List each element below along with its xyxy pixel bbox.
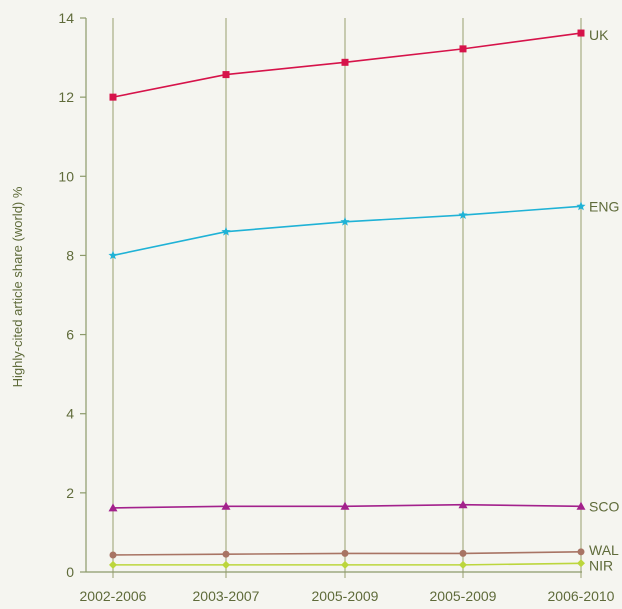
grid-lines [112, 18, 582, 578]
data-point-nir [341, 560, 349, 569]
y-tick-label: 6 [66, 327, 74, 343]
data-point-uk [459, 45, 467, 53]
data-point-eng [108, 250, 118, 260]
y-tick-label: 4 [66, 406, 74, 422]
data-point-nir [459, 560, 467, 569]
series-eng [108, 201, 586, 260]
series-wal [109, 548, 585, 559]
y-axis-title: Highly-cited article share (world) % [10, 186, 25, 387]
data-point-sco [576, 501, 586, 510]
series-label-nir: NIR [589, 557, 613, 573]
data-point-sco [458, 500, 468, 509]
data-point-uk [109, 93, 117, 101]
data-point-wal [459, 549, 467, 557]
series-label-sco: SCO [589, 498, 619, 514]
data-point-nir [577, 559, 585, 568]
y-tick-label: 10 [58, 168, 74, 184]
series-label-uk: UK [589, 27, 609, 43]
series-sco [108, 500, 586, 512]
data-point-sco [221, 501, 231, 510]
data-point-uk [577, 29, 585, 37]
data-point-wal [577, 548, 585, 556]
x-tick-label: 2005-2009 [430, 588, 497, 604]
x-tick-label: 2005-2009 [312, 588, 379, 604]
data-point-wal [341, 549, 349, 557]
data-point-eng [340, 216, 350, 226]
data-point-wal [109, 551, 117, 559]
y-tick-label: 8 [66, 247, 74, 263]
x-tick-label: 2002-2006 [80, 588, 147, 604]
y-tick-label: 2 [66, 485, 74, 501]
data-point-uk [341, 58, 349, 66]
x-tick-label: 2003-2007 [193, 588, 260, 604]
y-tick-label: 12 [58, 89, 74, 105]
data-point-wal [222, 550, 230, 558]
series-line-eng [112, 205, 582, 257]
series-nir [109, 559, 585, 569]
axes [80, 17, 582, 573]
data-point-eng [458, 210, 468, 219]
data-point-uk [222, 71, 230, 79]
labels: 0 2 4 6 8 10 12 14 2002-2006 2003-2007 2005-2009 20… [58, 10, 619, 604]
data-point-sco [108, 503, 118, 512]
data-point-eng [576, 201, 586, 211]
series-label-eng: ENG [589, 198, 619, 214]
series-label-wal: WAL [589, 542, 619, 558]
y-tick-label: 0 [66, 564, 74, 580]
y-tick-label: 14 [58, 10, 74, 26]
x-tick-label: 2006-2010 [548, 588, 615, 604]
data-point-sco [340, 501, 350, 510]
data-point-nir [109, 560, 117, 569]
data-point-eng [221, 226, 231, 236]
series-lines [108, 29, 586, 569]
series-uk [109, 29, 585, 101]
data-point-nir [222, 560, 230, 569]
